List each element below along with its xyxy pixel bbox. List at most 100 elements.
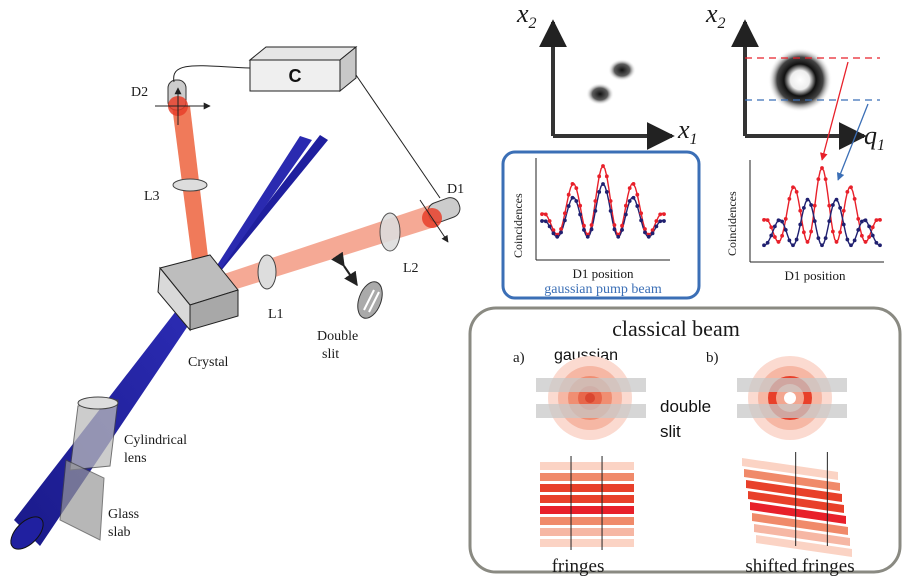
correlator-box: [248, 45, 358, 93]
plot-point: [870, 225, 875, 230]
fringes-pattern: [540, 456, 634, 550]
plot-point: [762, 217, 766, 222]
plot-point: [608, 199, 613, 203]
double-slit-label-2: slit: [660, 422, 681, 441]
svg-text:x2: x2: [516, 0, 537, 32]
correlation-map-left: x2 x 1: [516, 0, 698, 150]
plot-point: [841, 222, 846, 227]
plot-point: [593, 199, 598, 203]
plot-point: [794, 189, 799, 194]
plot-point: [662, 219, 666, 223]
plot-point: [654, 219, 659, 223]
plot-point: [791, 243, 795, 248]
plot-point: [597, 190, 602, 194]
plot-point: [816, 177, 821, 182]
panel-a-label: a): [513, 350, 525, 366]
axis-y-right: x: [705, 0, 718, 28]
plot-point: [809, 203, 814, 207]
plot-point: [878, 243, 882, 248]
plot-point: [589, 223, 594, 227]
plot-point: [834, 197, 839, 202]
plot-point: [867, 235, 872, 239]
plot-point: [863, 218, 868, 223]
plot-point: [566, 204, 571, 208]
plot-point: [578, 212, 583, 217]
plot-left-series-red: [541, 164, 665, 236]
cylindrical-lens: [69, 396, 119, 471]
svg-text:x2: x2: [705, 0, 726, 32]
plot-point: [783, 228, 788, 232]
label-glass-1: Glass: [108, 507, 139, 522]
double-slit: [331, 251, 383, 319]
plot-point: [562, 218, 567, 223]
plot-point: [776, 240, 781, 244]
plot-point: [631, 182, 636, 186]
plot-point: [820, 243, 824, 248]
detector-d1: [419, 197, 461, 243]
plot-point: [823, 236, 828, 240]
plot-point: [627, 199, 632, 203]
plot-point: [593, 208, 598, 213]
plot-point: [845, 189, 850, 194]
plot-point: [601, 182, 605, 186]
plot-point: [874, 240, 879, 245]
fringe-stripe: [744, 469, 840, 491]
plot-point: [827, 219, 832, 224]
pump-cone-2: [205, 136, 312, 286]
plot-point: [589, 227, 594, 232]
fringe-stripe: [752, 513, 848, 535]
label-double-slit-1: Double: [317, 329, 358, 344]
plot-point: [585, 234, 590, 239]
fringe-stripe: [756, 535, 852, 557]
plot-point: [650, 228, 655, 233]
panel-b-label: b): [706, 350, 719, 366]
cable-d1: [355, 74, 441, 199]
axis-x-left-sub: 1: [690, 131, 698, 148]
classical-beam-title: classical beam: [612, 316, 740, 341]
plot-point: [658, 212, 663, 217]
axis-y-left: x: [516, 0, 529, 28]
plot-point: [578, 203, 583, 208]
plot-point: [841, 208, 846, 213]
plot-point: [574, 186, 579, 191]
lens-l2: [379, 212, 401, 252]
plot-point: [830, 203, 835, 207]
plot-point: [570, 195, 575, 200]
plot-point: [604, 190, 609, 194]
plot-point: [878, 217, 882, 222]
fringe-stripe: [746, 480, 842, 502]
label-glass-2: slab: [108, 525, 131, 540]
fringe-stripe: [540, 462, 634, 470]
plot-point: [643, 230, 647, 235]
plot-point: [658, 219, 663, 224]
plot-point: [852, 196, 857, 201]
donut-mode: [768, 48, 832, 112]
plot-point: [772, 224, 777, 229]
plot-point: [794, 237, 799, 242]
gaussian-plot-frame: [501, 150, 701, 300]
plot-point: [627, 186, 632, 191]
axis-x-right-sub: 1: [877, 137, 885, 154]
plot-point: [816, 236, 821, 240]
plot-point: [631, 195, 636, 200]
plot-point: [543, 212, 548, 217]
plot-point: [597, 174, 602, 179]
shifted-fringes-label: shifted fringes: [745, 556, 854, 576]
fringe-stripe: [540, 528, 634, 536]
plot-point: [551, 228, 556, 233]
pump-beam-end: [10, 516, 44, 550]
plot-point: [582, 223, 586, 228]
plot-point: [612, 223, 617, 227]
plot-point: [867, 224, 872, 229]
label-l3: L3: [144, 189, 160, 204]
plot-point: [830, 229, 835, 234]
plot-point: [620, 223, 624, 228]
plot-point: [570, 182, 575, 186]
plot-point: [540, 219, 544, 223]
plot-point: [612, 227, 617, 232]
fringe-stripe: [540, 506, 634, 514]
correlation-map-right: x2 q1: [705, 0, 885, 181]
plot-point: [834, 240, 839, 244]
plot-point: [849, 185, 853, 190]
plot-point: [543, 219, 548, 224]
